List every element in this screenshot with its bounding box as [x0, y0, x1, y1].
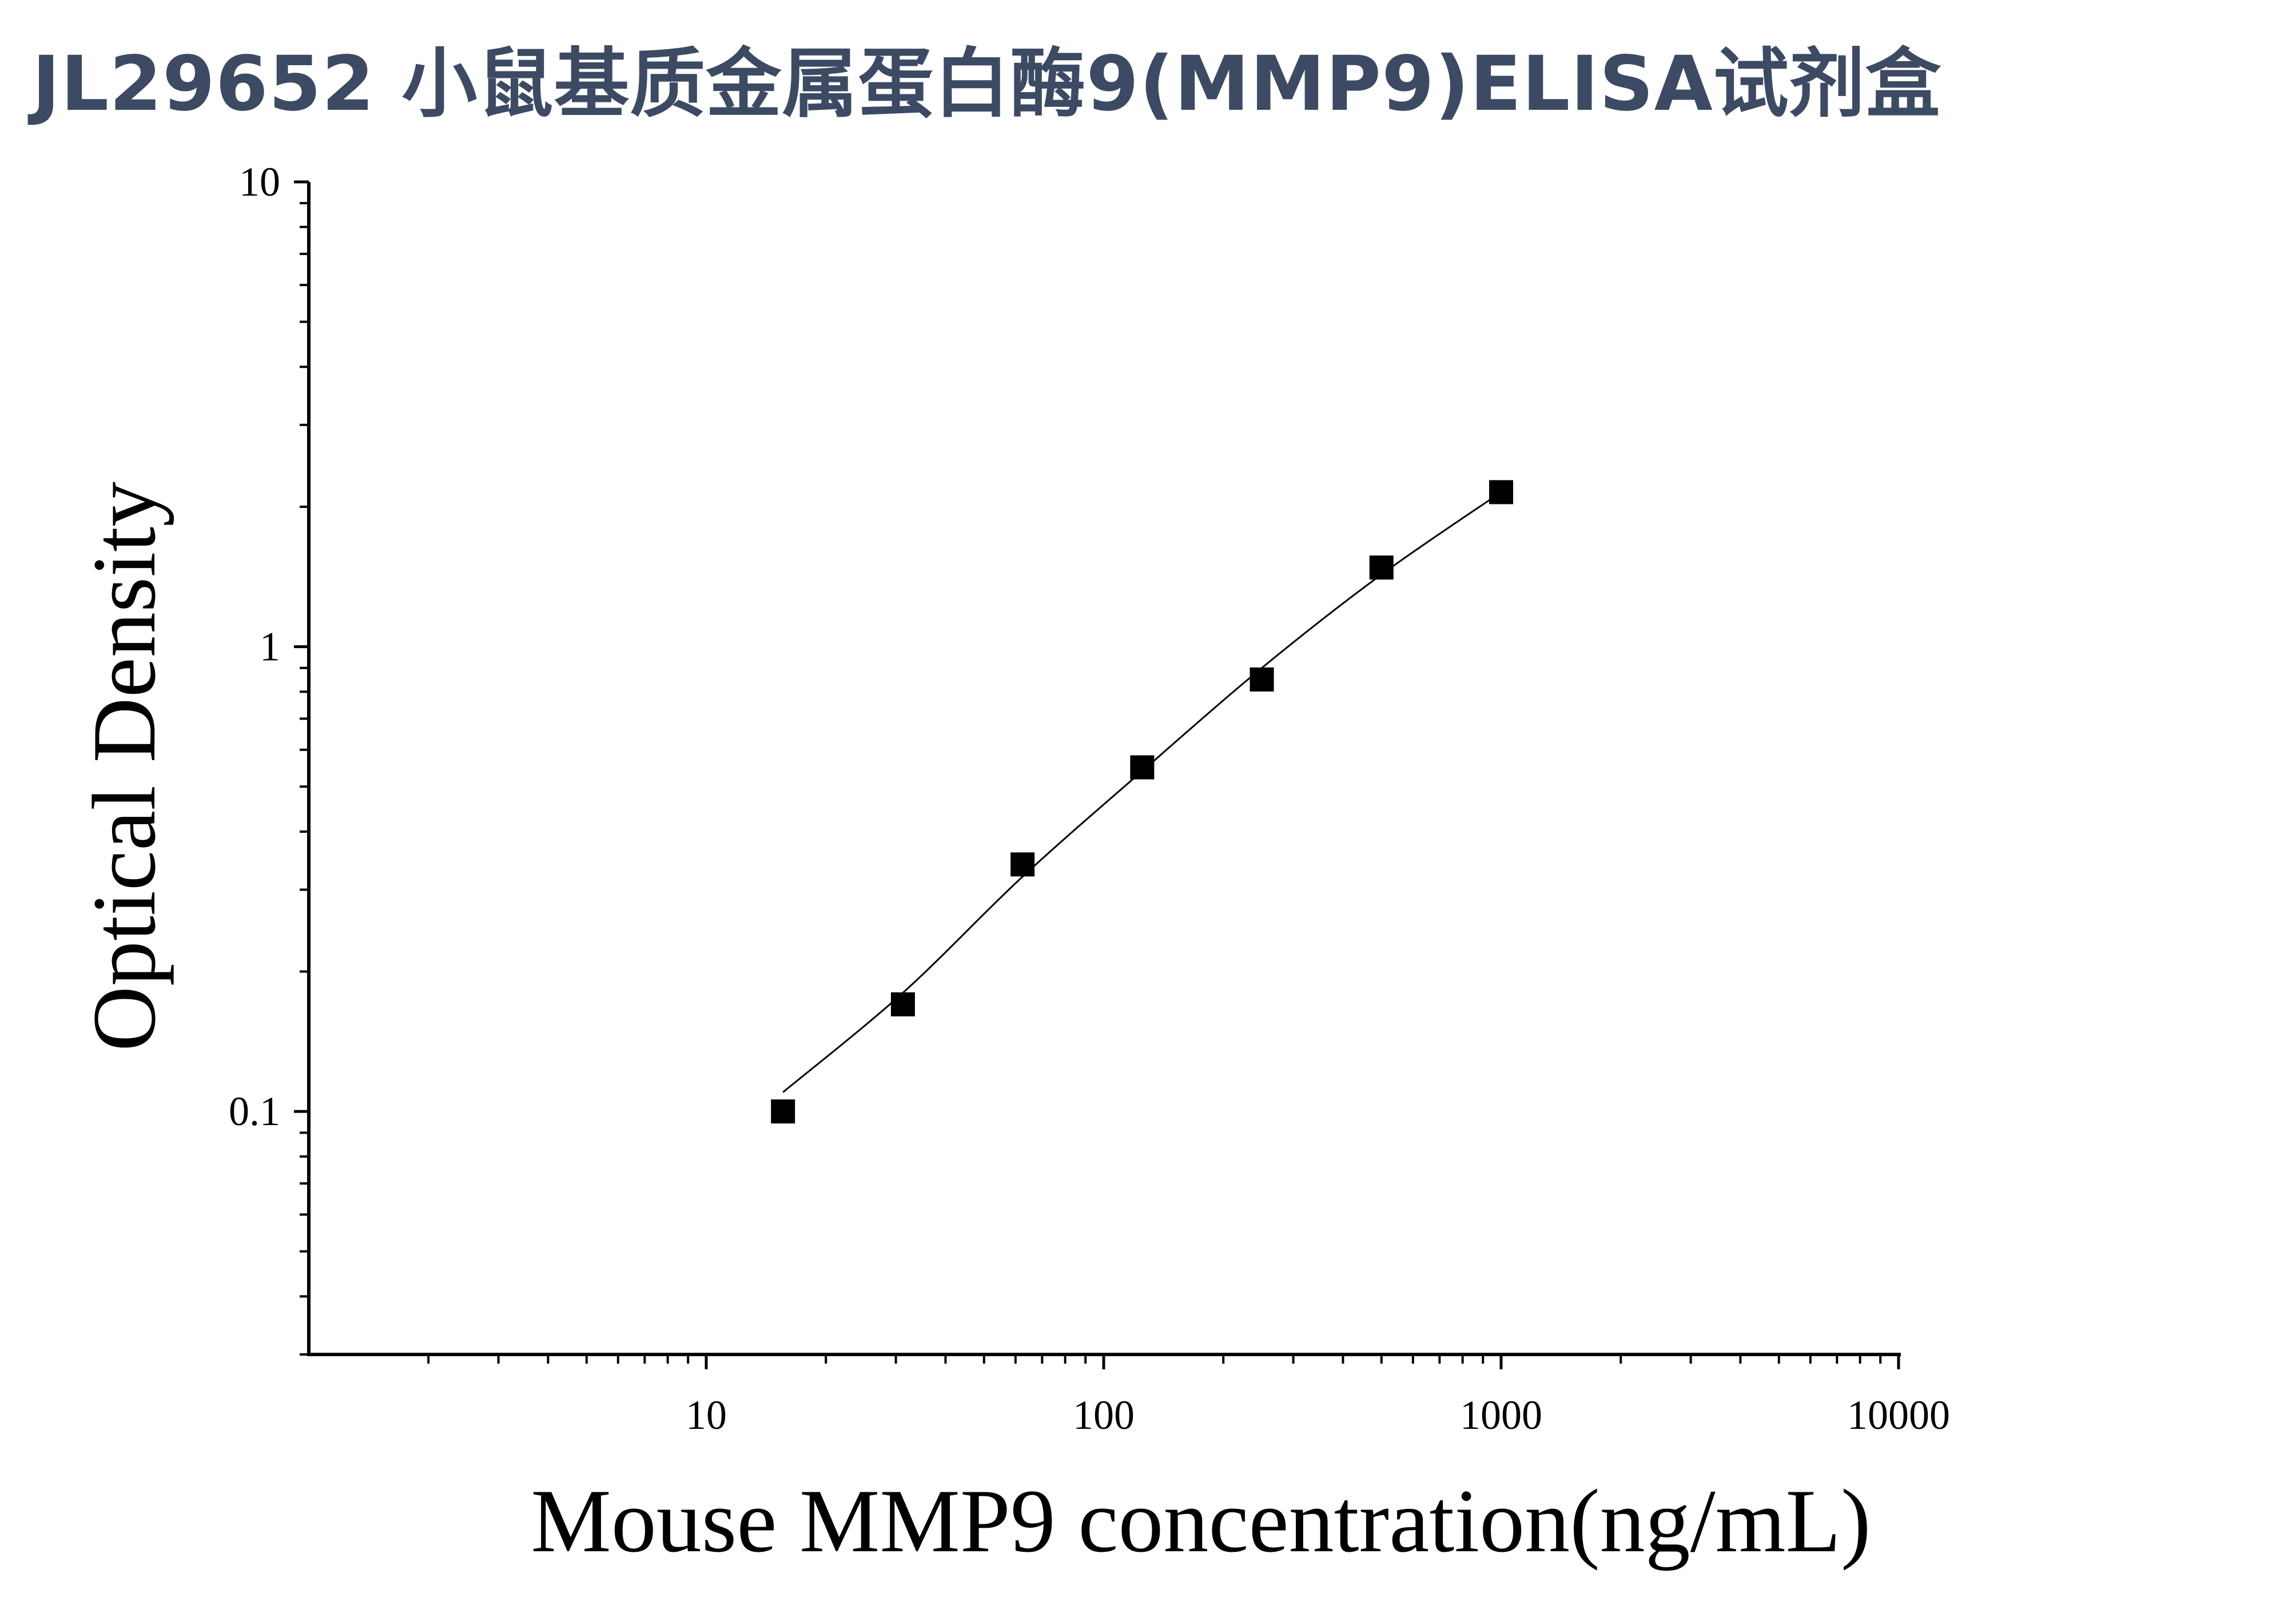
data-point — [1250, 667, 1274, 692]
y-tick-label: 10 — [239, 159, 280, 205]
data-point — [1130, 755, 1155, 780]
data-points-layer — [771, 480, 1513, 1124]
data-point — [1489, 480, 1513, 504]
y-tick-label: 0.1 — [229, 1088, 280, 1134]
data-point — [771, 1099, 795, 1124]
data-point — [890, 992, 915, 1016]
y-axis-title: Optical Density — [74, 482, 174, 1051]
chart-axes — [294, 180, 1901, 1369]
x-tick-label: 10 — [686, 1392, 727, 1438]
y-tick-label: 1 — [260, 624, 280, 670]
x-tick-label: 1000 — [1460, 1392, 1542, 1438]
fit-curve — [782, 491, 1502, 1093]
x-tick-label: 10000 — [1847, 1392, 1950, 1438]
fit-curve-layer — [782, 491, 1502, 1093]
x-tick-label: 100 — [1073, 1392, 1135, 1438]
page-title: JL29652 小鼠基质金属蛋白酶9(MMP9)ELISA试剂盒 — [32, 40, 1941, 128]
axis-labels-layer: Mouse MMP9 concentration(ng/mL) Optical … — [74, 159, 1950, 1571]
data-point — [1010, 852, 1035, 877]
x-axis-title: Mouse MMP9 concentration(ng/mL) — [531, 1471, 1871, 1571]
data-point — [1369, 555, 1394, 580]
